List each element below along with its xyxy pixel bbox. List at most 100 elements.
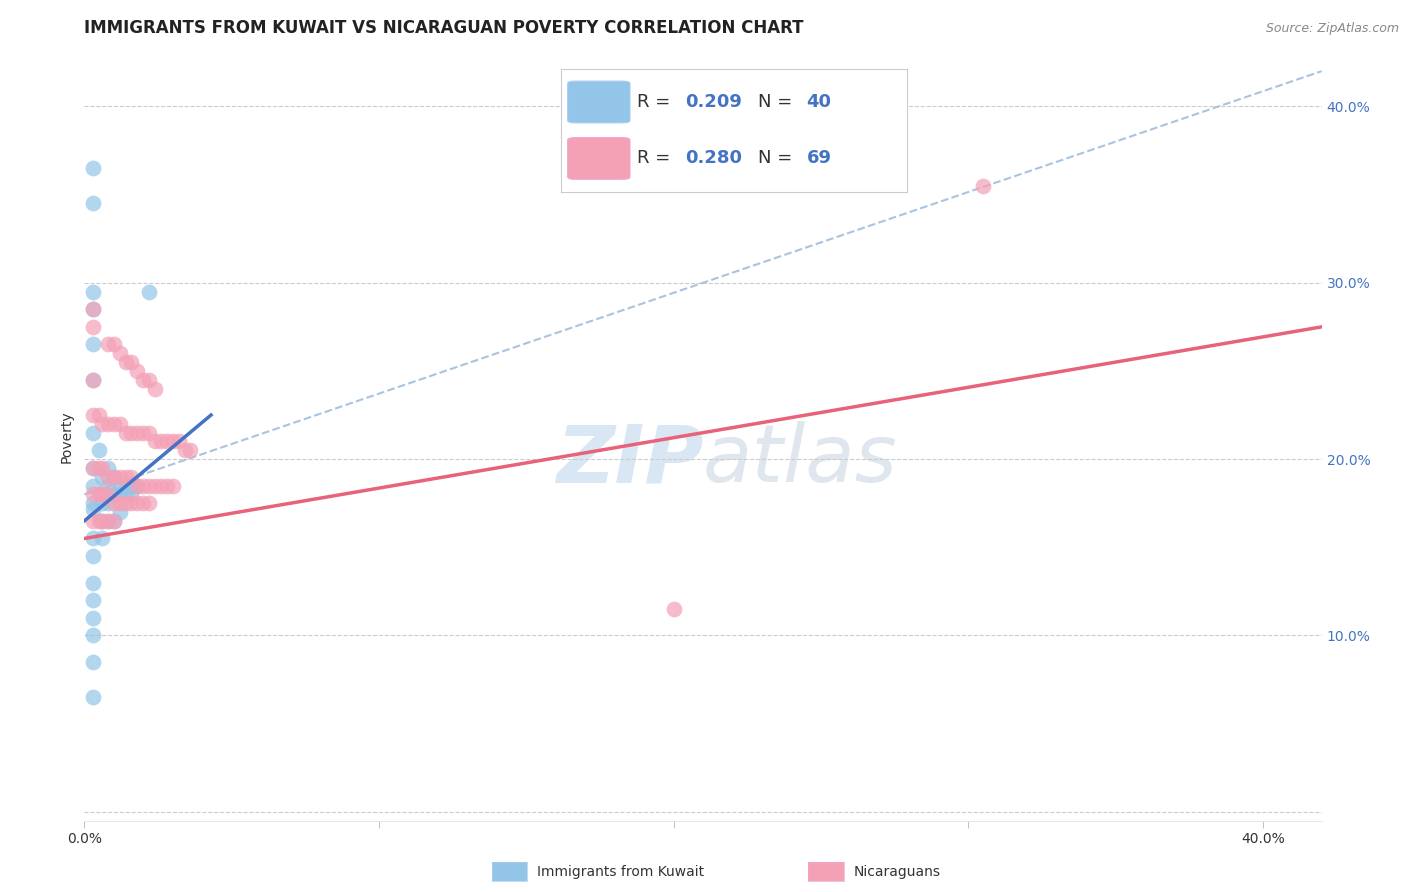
Point [121,487,143,501]
Point [82,575,104,590]
Y-axis label: Poverty: Poverty [59,411,73,463]
Point [103,514,125,528]
Point [138,496,160,510]
Point [82,501,104,516]
Point [121,478,143,492]
Point [132,478,155,492]
Point [87,443,110,458]
Point [132,425,155,440]
Point [91,461,114,475]
Point [108,496,131,510]
Point [82,408,104,422]
Point [97,478,120,492]
Point [82,196,104,211]
Point [127,478,149,492]
Point [108,417,131,431]
Point [132,373,155,387]
Point [87,408,110,422]
Point [156,434,179,449]
Text: Source: ZipAtlas.com: Source: ZipAtlas.com [1265,22,1399,36]
Text: ZIP: ZIP [555,421,703,500]
Point [121,425,143,440]
Point [143,478,166,492]
Point [82,373,104,387]
Text: IMMIGRANTS FROM KUWAIT VS NICARAGUAN POVERTY CORRELATION CHART: IMMIGRANTS FROM KUWAIT VS NICARAGUAN POV… [84,19,804,37]
Point [127,478,149,492]
Point [97,496,120,510]
Point [82,285,104,299]
Point [82,611,104,625]
Point [143,434,166,449]
Text: Nicaraguans: Nicaraguans [853,865,941,880]
Point [156,478,179,492]
Point [114,496,136,510]
Point [167,434,190,449]
Point [82,373,104,387]
Text: Immigrants from Kuwait: Immigrants from Kuwait [537,865,704,880]
Point [162,478,184,492]
Point [121,355,143,369]
Point [91,469,114,483]
Point [82,461,104,475]
Point [121,496,143,510]
Point [103,469,125,483]
Point [87,461,110,475]
Point [82,302,104,317]
Point [82,302,104,317]
Point [97,487,120,501]
Point [162,434,184,449]
Point [82,514,104,528]
Point [91,514,114,528]
Point [97,514,120,528]
Point [91,514,114,528]
Point [114,355,136,369]
Point [173,443,195,458]
Point [82,628,104,642]
Point [108,478,131,492]
Point [82,496,104,510]
Point [97,461,120,475]
Point [662,602,685,616]
Point [138,373,160,387]
Point [91,532,114,546]
Point [87,487,110,501]
Point [82,593,104,607]
Point [103,514,125,528]
Point [82,549,104,563]
Point [82,487,104,501]
Point [82,461,104,475]
Point [179,443,201,458]
Point [82,425,104,440]
Point [97,417,120,431]
Point [149,434,172,449]
Point [91,487,114,501]
Point [108,505,131,519]
Point [82,337,104,351]
Point [127,364,149,378]
Point [138,285,160,299]
Point [127,496,149,510]
Point [82,319,104,334]
Text: atlas: atlas [703,421,898,500]
Point [103,496,125,510]
Point [82,690,104,705]
Point [82,161,104,176]
Point [91,496,114,510]
Point [97,514,120,528]
Point [108,487,131,501]
Point [972,178,994,193]
Point [127,425,149,440]
Point [97,469,120,483]
Point [114,469,136,483]
Point [82,655,104,669]
Point [82,478,104,492]
Point [132,496,155,510]
Point [108,346,131,360]
Point [103,417,125,431]
Point [87,514,110,528]
Point [149,478,172,492]
Point [97,337,120,351]
Point [114,487,136,501]
Point [114,478,136,492]
Point [91,417,114,431]
